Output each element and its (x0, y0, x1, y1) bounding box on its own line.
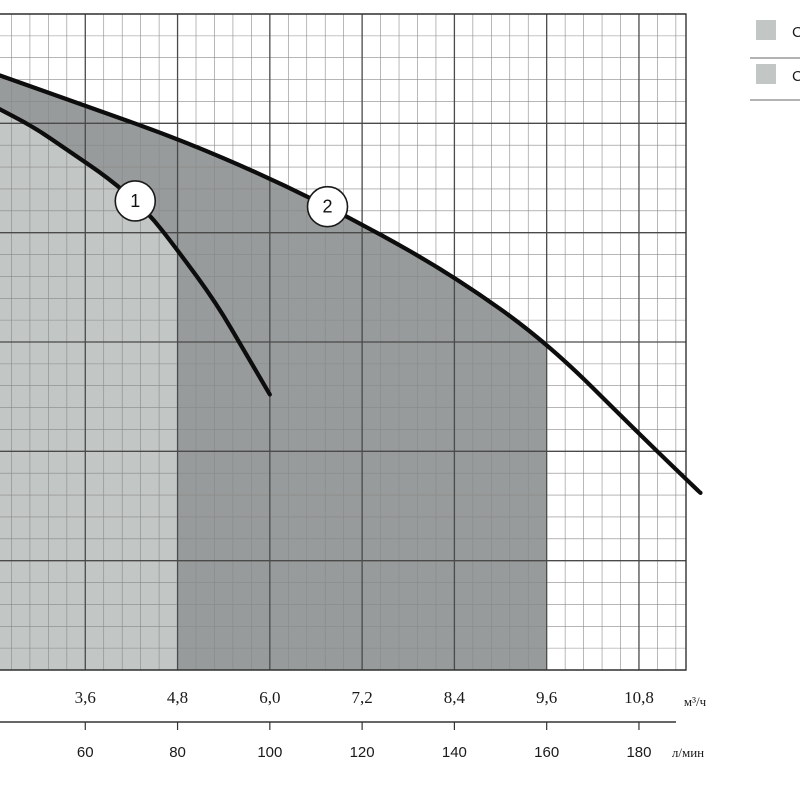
x-tick-primary: 7,2 (351, 688, 372, 707)
legend: CC (750, 20, 800, 101)
x-tick-secondary: 60 (77, 744, 94, 761)
x-tick-secondary: 180 (626, 744, 651, 761)
legend-label: C (792, 68, 800, 85)
x-tick-primary: 3,6 (75, 688, 96, 707)
x-tick-secondary: 120 (350, 744, 375, 761)
x-tick-secondary: 160 (534, 744, 559, 761)
legend-swatch (756, 20, 776, 40)
x-axis-secondary: 60 80 100 120 140 160 180 л/мин (0, 721, 704, 761)
operating-range-shading (0, 75, 547, 670)
legend-swatch (756, 64, 776, 84)
x-axis-primary: 3,6 4,8 6,0 7,2 8,4 9,6 10,8 м³/ч (75, 688, 707, 709)
x-tick-secondary: 100 (257, 744, 282, 761)
x-tick-primary: 9,6 (536, 688, 557, 707)
curve-label-2: 2 (323, 197, 333, 217)
major-grid (0, 13, 687, 671)
x-tick-primary: 10,8 (624, 688, 654, 707)
x-unit-primary: м³/ч (684, 694, 707, 709)
x-tick-secondary: 80 (169, 744, 186, 761)
curve-2 (0, 73, 703, 496)
curve-label-badge-1 (114, 180, 157, 222)
x-tick-secondary: 140 (442, 744, 467, 761)
x-unit-secondary: л/мин (672, 745, 704, 760)
legend-label: C (792, 24, 800, 41)
x-tick-primary: 4,8 (167, 688, 188, 707)
curve-label-badge-2 (306, 185, 349, 228)
x-tick-primary: 6,0 (259, 688, 280, 707)
shaded-range-1 (0, 109, 178, 670)
plot-frame (0, 13, 687, 671)
curve-label-1: 1 (130, 191, 140, 211)
x-tick-primary: 8,4 (444, 688, 466, 707)
